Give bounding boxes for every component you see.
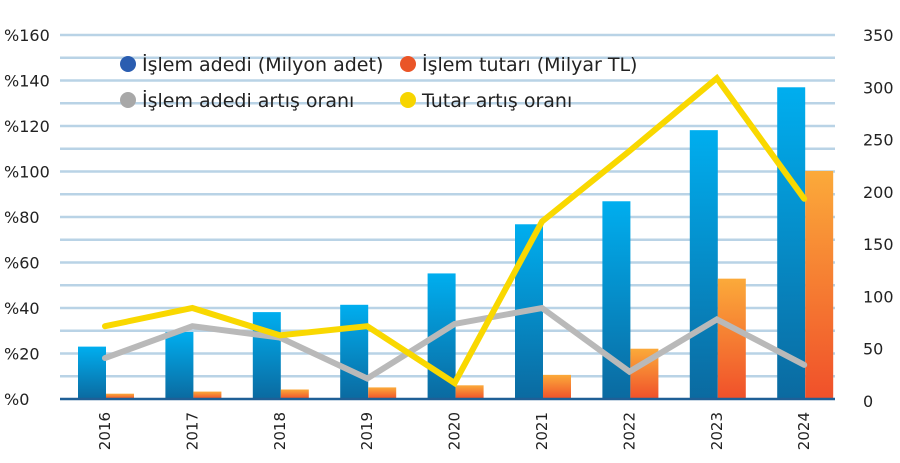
bar-islem-tutari (456, 385, 484, 399)
bar-islem-tutari (368, 387, 396, 399)
x-tick-label: 2018 (271, 412, 289, 450)
right-tick-label: 200 (863, 183, 894, 202)
x-tick-label: 2020 (446, 412, 464, 450)
x-tick-label: 2022 (620, 412, 638, 450)
right-tick-label: 300 (863, 78, 894, 97)
bar-islem-adedi (165, 332, 193, 399)
x-tick-label: 2021 (533, 412, 551, 450)
left-tick-label: %40 (4, 299, 40, 318)
x-tick-label: 2024 (795, 412, 813, 450)
bar-islem-adedi (690, 130, 718, 399)
bar-islem-tutari (718, 279, 746, 399)
bar-islem-adedi (78, 347, 106, 399)
bar-islem-tutari (281, 389, 309, 399)
legend-label-line2: Tutar artış oranı (421, 90, 572, 112)
x-tick-label: 2019 (358, 412, 376, 450)
right-tick-label: 150 (863, 235, 894, 254)
x-tick-label: 2023 (708, 412, 726, 450)
left-tick-label: %80 (4, 208, 40, 227)
x-tick-label: 2016 (96, 412, 114, 450)
left-tick-label: %140 (4, 72, 50, 91)
bar-islem-tutari (805, 171, 833, 399)
legend-label-bar2: İşlem tutarı (Milyar TL) (422, 53, 637, 76)
x-tick-label: 2017 (183, 412, 201, 450)
bars (78, 87, 833, 399)
right-tick-label: 100 (863, 287, 894, 306)
legend-label-bar1: İşlem adedi (Milyon adet) (142, 53, 383, 76)
right-tick-label: 50 (863, 340, 883, 359)
bar-islem-tutari (543, 375, 571, 399)
bar-islem-adedi (340, 305, 368, 399)
right-tick-label: 0 (863, 392, 873, 411)
left-tick-label: %60 (4, 254, 40, 273)
left-tick-label: %20 (4, 345, 40, 364)
left-tick-label: %160 (4, 26, 50, 45)
legend-marker-bar2 (400, 56, 416, 72)
right-tick-label: 350 (863, 26, 894, 45)
left-tick-label: %120 (4, 117, 50, 136)
legend-marker-bar1 (120, 56, 136, 72)
right-tick-label: 250 (863, 131, 894, 150)
legend-marker-line2 (400, 92, 416, 108)
legend-marker-line1 (120, 92, 136, 108)
left-tick-label: %0 (4, 390, 29, 409)
legend-label-line1: İşlem adedi artış oranı (142, 89, 354, 112)
left-tick-label: %100 (4, 163, 50, 182)
